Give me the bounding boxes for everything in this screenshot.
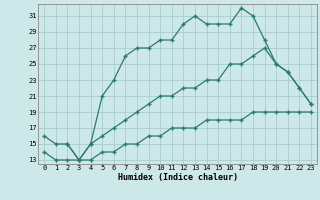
X-axis label: Humidex (Indice chaleur): Humidex (Indice chaleur)	[118, 173, 238, 182]
